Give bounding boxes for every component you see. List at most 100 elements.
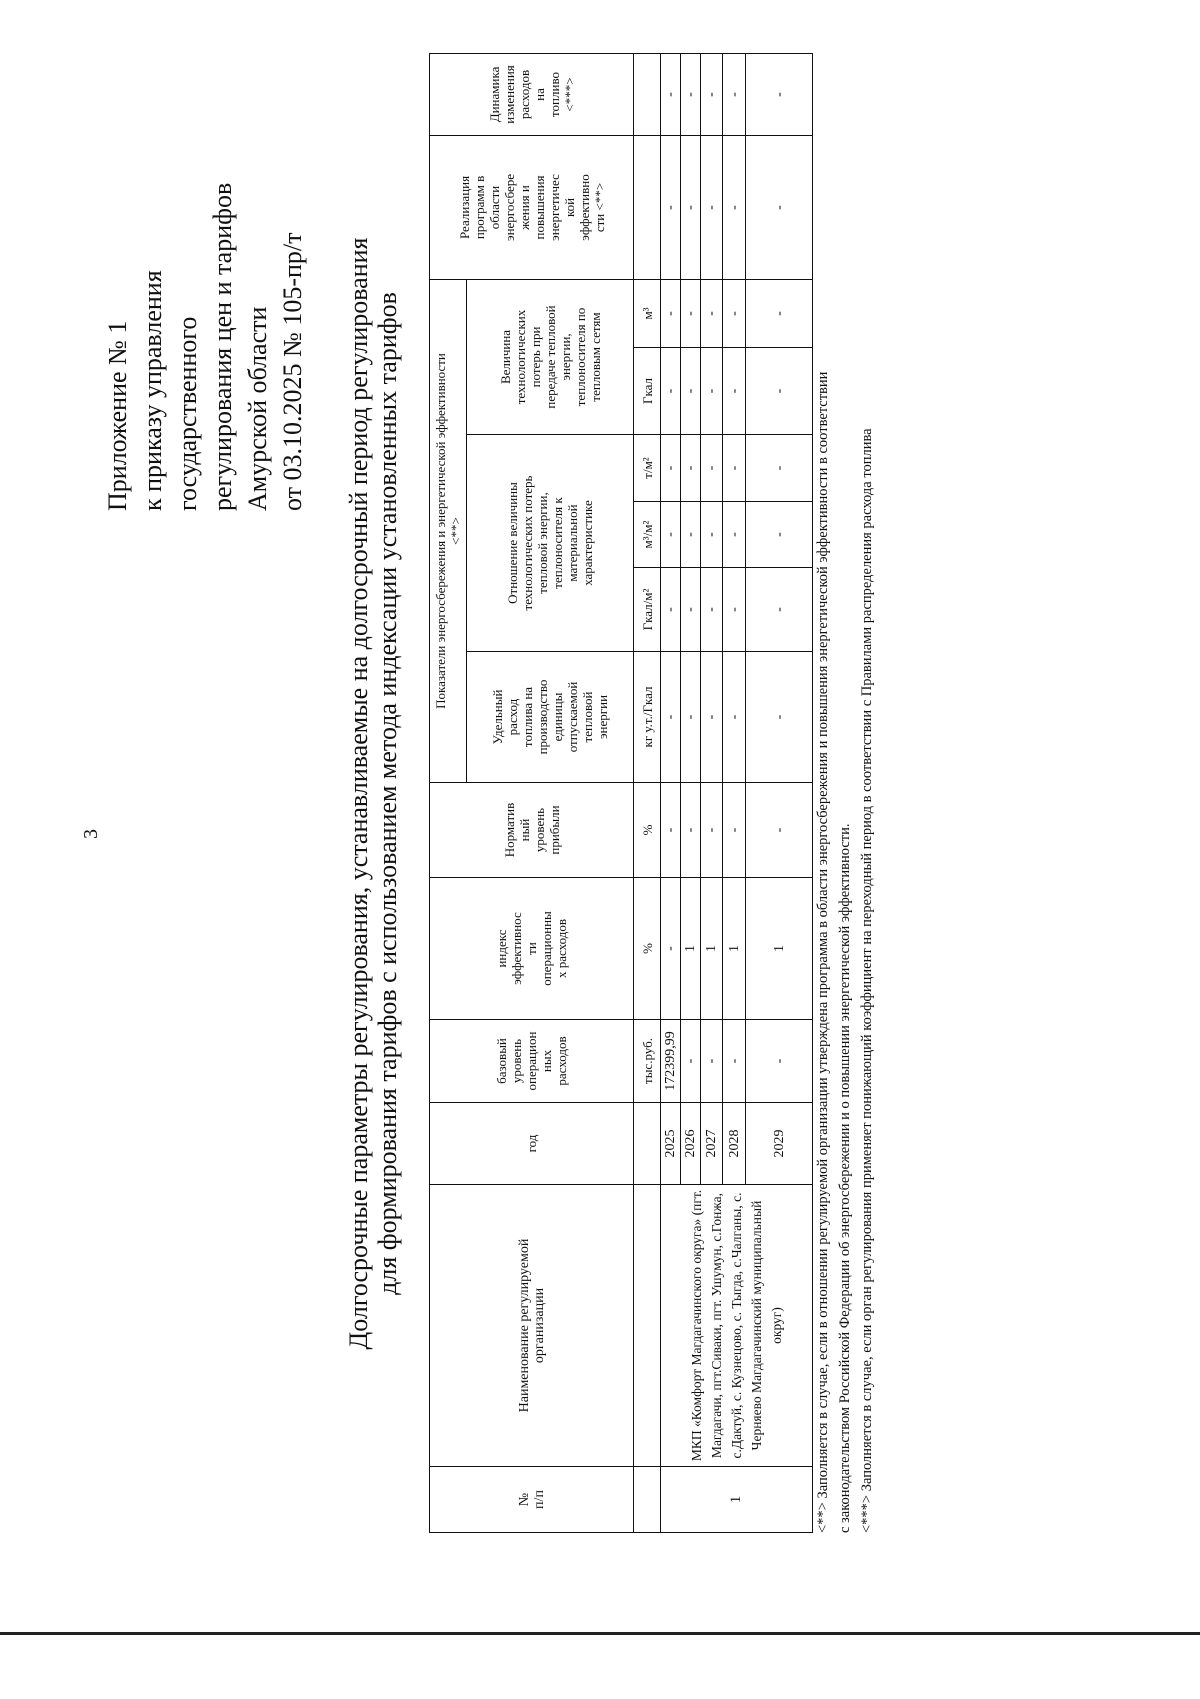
value-cell: - [700, 347, 723, 435]
value-cell: - [745, 434, 813, 502]
value-cell: - [660, 877, 681, 1020]
value-cell: - [700, 279, 723, 348]
value-cell: - [680, 1019, 701, 1103]
appendix-line: Приложение № 1 [103, 320, 132, 511]
value-cell: 1 [680, 877, 701, 1020]
value-cell: 1 [722, 877, 746, 1020]
appendix-line: государственного [173, 316, 202, 511]
value-cell: - [700, 782, 723, 878]
org-name: МКП «Комфорт Магдагачинского округа» (пг… [660, 1184, 813, 1467]
value-cell: - [660, 434, 681, 502]
value-cell: - [700, 135, 723, 280]
value-cell: - [680, 135, 701, 280]
header-norm: Норматив ный уровень прибыли [429, 782, 634, 878]
value-cell: - [660, 501, 681, 568]
value-cell: - [660, 651, 681, 783]
value-cell: - [745, 567, 813, 652]
value-cell: - [680, 782, 701, 878]
year-cell: 2028 [722, 1102, 746, 1185]
value-cell: 172399,99 [660, 1019, 681, 1103]
title-line-2: для формирования тарифов с использование… [373, 292, 402, 1295]
org-number: 1 [660, 1466, 813, 1533]
value-cell: 1 [700, 877, 723, 1020]
header-year: год [429, 1102, 634, 1185]
value-cell: - [700, 53, 723, 136]
header-udel: Удельный расход топлива на производство … [466, 651, 634, 783]
header-index: индекс эффективнос ти операционны х расх… [429, 877, 634, 1020]
value-cell: - [700, 434, 723, 502]
unit-cell [633, 53, 661, 136]
title-line-1: Долгосрочные параметры регулирования, ус… [344, 237, 373, 1350]
value-cell: - [680, 567, 701, 652]
table-row: 1 МКП «Комфорт Магдагачинского округа» (п… [660, 53, 813, 1533]
value-cell: - [700, 567, 723, 652]
value-cell: - [722, 279, 746, 348]
page-number: 3 [80, 829, 102, 839]
value-cell: - [660, 347, 681, 435]
unit-cell: кг у.т./Гкал [633, 651, 661, 783]
value-cell: - [680, 501, 701, 568]
parameters-table: № п/п Наименование регулируемой организа… [429, 53, 813, 1533]
appendix-line: регулирования цен и тарифов [208, 182, 237, 511]
header-name: Наименование регулируемой организации [429, 1184, 634, 1467]
appendix-line: к приказу управления [138, 270, 167, 511]
value-cell: - [660, 782, 681, 878]
appendix-line: Амурской области [243, 306, 272, 511]
value-cell: 1 [745, 877, 813, 1020]
value-cell: - [745, 135, 813, 280]
value-cell: - [660, 135, 681, 280]
year-cell: 2026 [680, 1102, 701, 1185]
value-cell: - [745, 651, 813, 783]
document-title: Долгосрочные параметры регулирования, ус… [344, 54, 402, 1533]
value-cell: - [680, 279, 701, 348]
unit-cell: % [633, 877, 661, 1020]
value-cell: - [722, 434, 746, 502]
value-cell: - [660, 53, 681, 136]
footnote: <**> Заполняется в случае, если в отноше… [815, 371, 831, 1533]
value-cell: - [700, 501, 723, 568]
value-cell: - [680, 651, 701, 783]
value-cell: - [700, 651, 723, 783]
unit-cell: м³/м² [633, 501, 661, 568]
value-cell: - [722, 501, 746, 568]
unit-cell [633, 135, 661, 280]
value-cell: - [722, 651, 746, 783]
scan-edge-line [0, 1632, 1200, 1635]
footnote: с законодательством Российской Федерации… [837, 823, 853, 1533]
value-cell: - [745, 501, 813, 568]
value-cell: - [745, 347, 813, 435]
value-cell: - [722, 782, 746, 878]
header-vel: Величина технологических потерь при пере… [466, 279, 634, 435]
footnotes: <**> Заполняется в случае, если в отноше… [812, 372, 878, 1533]
value-cell: - [722, 567, 746, 652]
value-cell: - [745, 53, 813, 136]
value-cell: - [680, 347, 701, 435]
value-cell: - [680, 53, 701, 136]
value-cell: - [722, 53, 746, 136]
header-base: базовый уровень операцион ных расходов [429, 1019, 634, 1103]
value-cell: - [680, 434, 701, 502]
unit-cell: Гкал/м² [633, 567, 661, 652]
year-cell: 2027 [700, 1102, 723, 1185]
year-cell: 2025 [660, 1102, 681, 1185]
value-cell: - [660, 567, 681, 652]
value-cell: - [722, 135, 746, 280]
value-cell: - [745, 1019, 813, 1103]
unit-cell: Гкал [633, 347, 661, 435]
value-cell: - [745, 782, 813, 878]
header-group: Показатели энергосбережения и энергетиче… [429, 279, 467, 783]
value-cell: - [700, 1019, 723, 1103]
unit-cell [633, 1466, 661, 1533]
unit-cell: м³ [633, 279, 661, 348]
footnote: <***> Заполняется в случае, если орган р… [859, 428, 875, 1533]
unit-cell: тыс.руб. [633, 1019, 661, 1103]
header-otn: Отношение величины технологических потер… [466, 434, 634, 652]
header-num: № п/п [429, 1466, 634, 1533]
year-cell: 2029 [745, 1102, 813, 1185]
appendix-header: Приложение № 1 к приказу управления госу… [100, 183, 310, 511]
unit-cell: т/м² [633, 434, 661, 502]
header-row: № п/п Наименование регулируемой организа… [429, 53, 634, 1533]
header-real: Реализация программ в области энергосбер… [429, 135, 634, 280]
units-row: тыс.руб.%% кг у.т./Гкал Гкал/м² м³/м² т/м² Гк… [633, 53, 661, 1533]
